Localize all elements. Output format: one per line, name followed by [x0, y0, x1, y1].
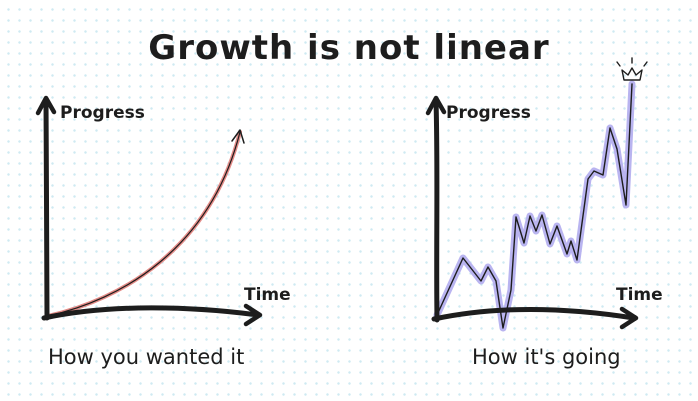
- left-y-axis-arrow: [35, 95, 57, 116]
- actual-growth-line: [436, 83, 633, 329]
- page-title: Growth is not linear: [148, 28, 550, 68]
- right-x-axis: [431, 306, 637, 322]
- right-caption: How it's going: [472, 345, 621, 369]
- left-x-axis: [41, 305, 261, 321]
- desired-growth-curve-ink: [47, 131, 241, 317]
- crown-icon: [616, 57, 648, 81]
- left-x-axis-arrow: [243, 303, 263, 327]
- left-ylabel: Progress: [60, 103, 145, 123]
- right-panel: Progress Time How it's going: [425, 57, 663, 369]
- right-y-axis: [433, 97, 440, 323]
- left-panel: Progress Time How you wanted it: [35, 95, 291, 369]
- left-xlabel: Time: [244, 285, 291, 305]
- right-y-axis-arrow: [425, 95, 447, 116]
- desired-growth-curve: [46, 130, 242, 318]
- right-xlabel: Time: [616, 285, 663, 305]
- left-caption: How you wanted it: [48, 345, 244, 369]
- right-ylabel: Progress: [446, 103, 531, 123]
- right-x-axis-arrow: [619, 306, 639, 330]
- left-y-axis: [43, 97, 50, 321]
- curve-arrowhead: [231, 129, 245, 144]
